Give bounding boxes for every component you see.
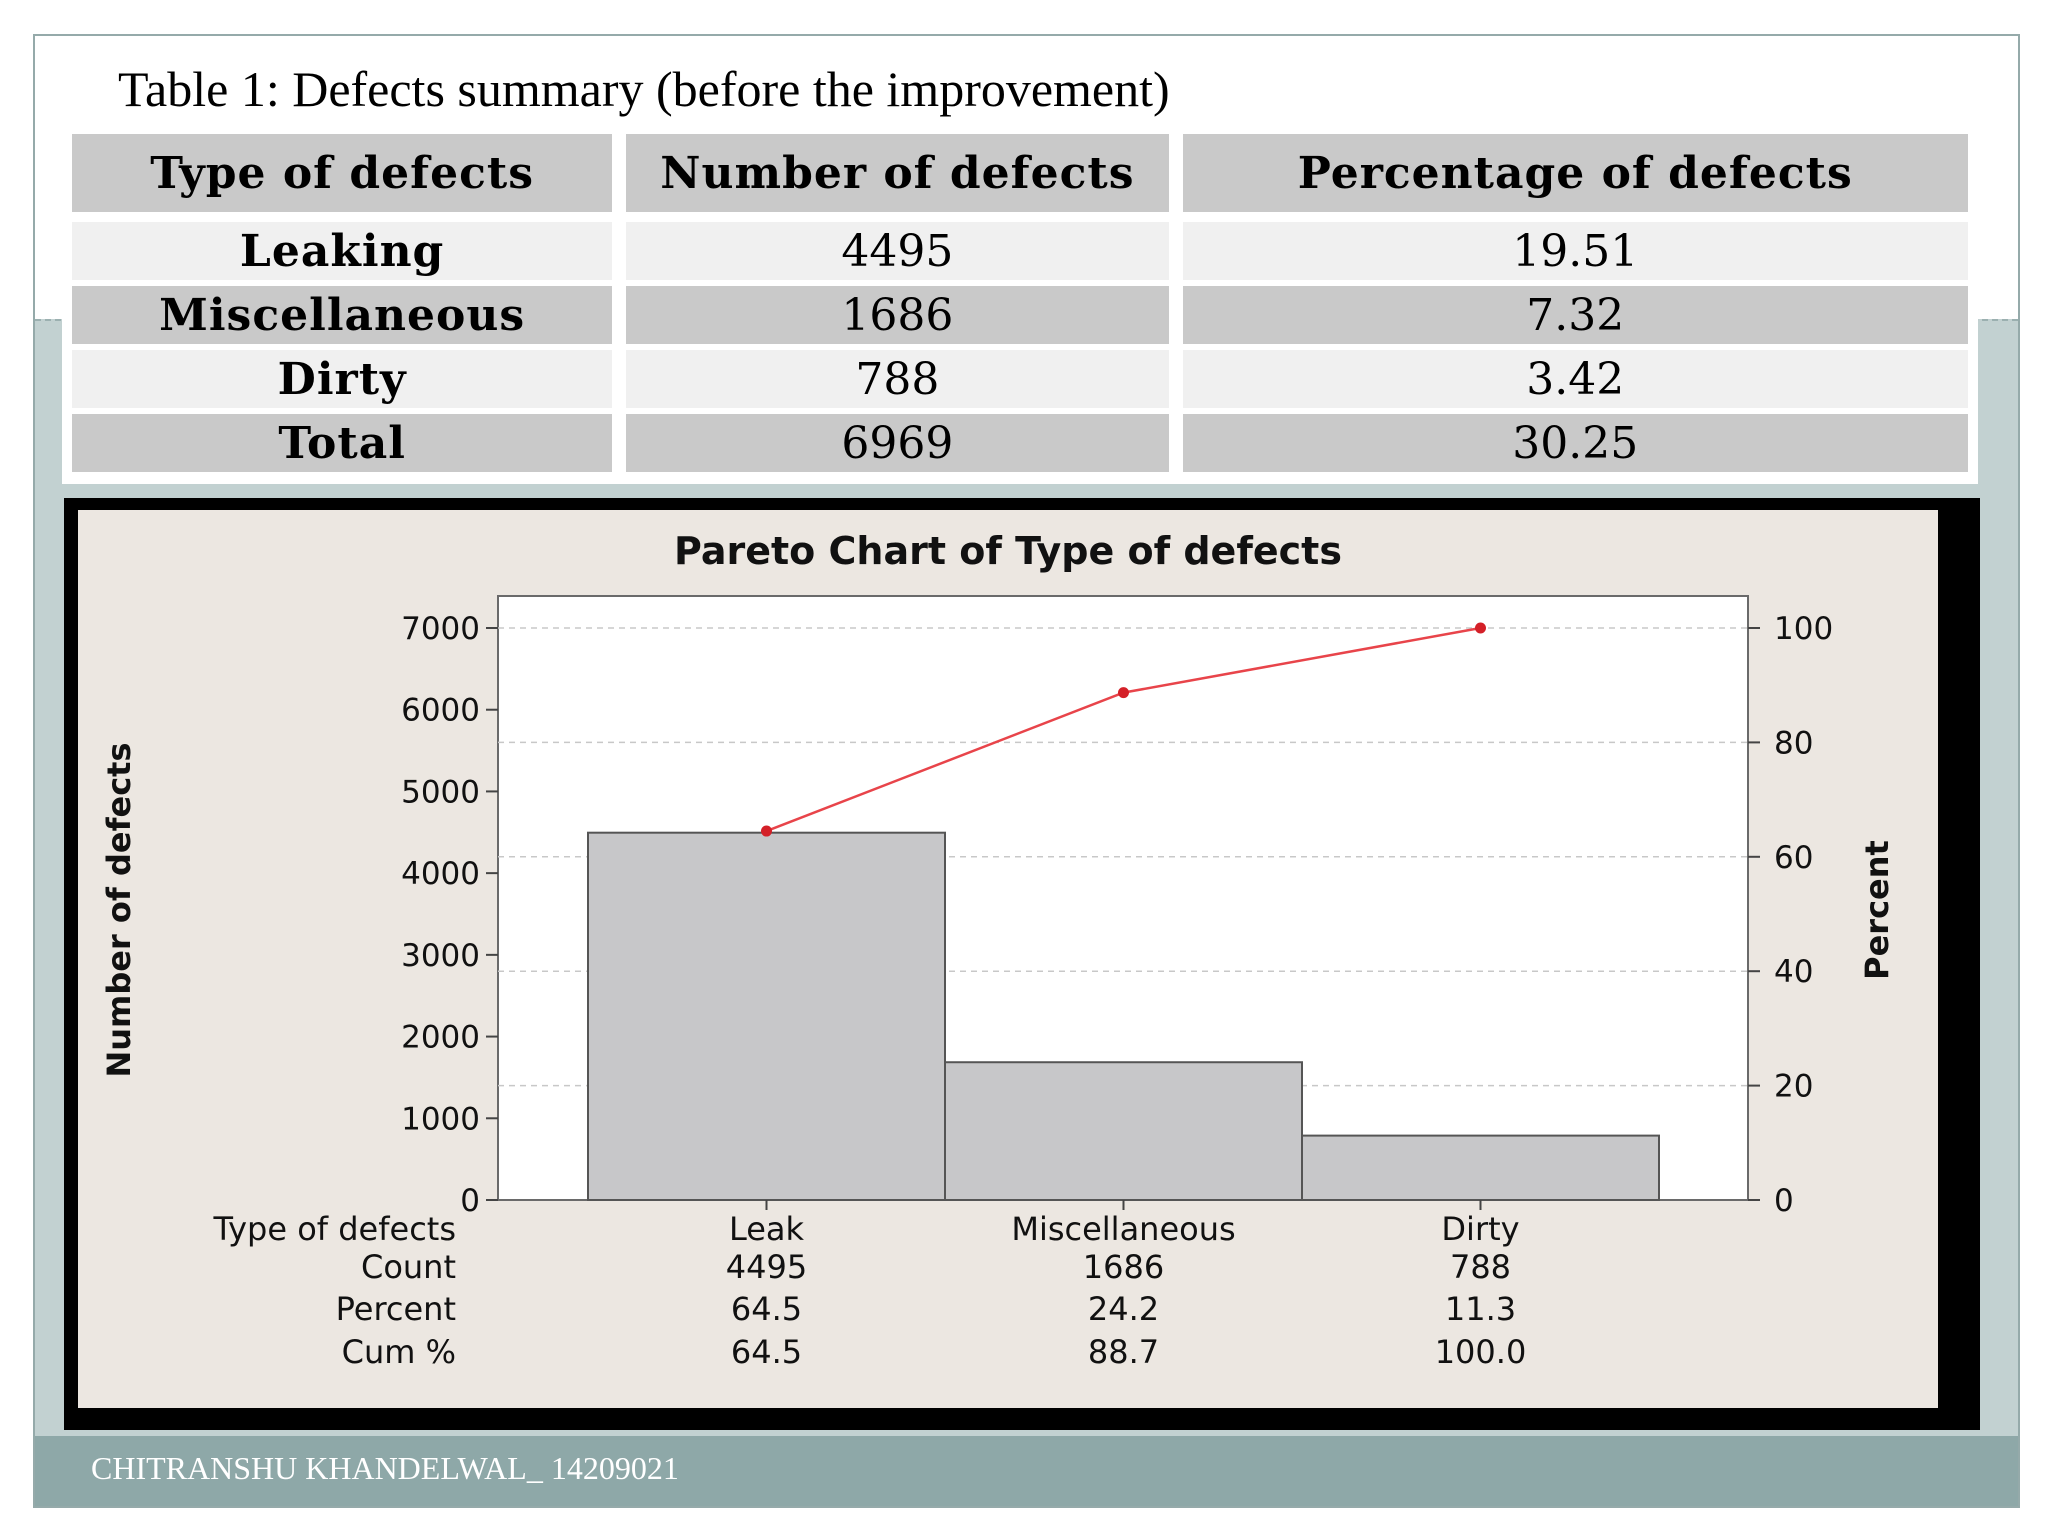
chart-area: Pareto Chart of Type of defects 0 1000 2000… bbox=[78, 510, 1938, 1408]
cumulative-point bbox=[1118, 687, 1129, 699]
pareto-chart: Pareto Chart of Type of defects010002000… bbox=[100, 529, 1896, 1371]
cell-type: Total bbox=[72, 414, 613, 472]
summary-value: 100.0 bbox=[1435, 1333, 1527, 1371]
table-title: Table 1: Defects summary (before the imp… bbox=[118, 61, 1170, 117]
summary-value: 64.5 bbox=[731, 1333, 802, 1371]
cell-number: 4495 bbox=[626, 222, 1169, 280]
summary-row-label: Count bbox=[361, 1248, 456, 1286]
cell-percentage: 19.51 bbox=[1182, 222, 1969, 280]
summary-value: 788 bbox=[1450, 1248, 1511, 1286]
y2-tick-label: 20 bbox=[1774, 1069, 1813, 1105]
summary-row-label: Type of defects bbox=[213, 1210, 456, 1248]
chart-title: Pareto Chart of Type of defects bbox=[674, 529, 1342, 573]
category-label: Miscellaneous bbox=[1011, 1210, 1235, 1248]
y2-axis-label: Percent bbox=[1858, 840, 1896, 980]
defects-table: Type of defects Number of defects Percen… bbox=[62, 128, 1978, 484]
cell-percentage: 30.25 bbox=[1182, 414, 1969, 472]
y-tick-label: 3000 bbox=[401, 938, 480, 974]
summary-value: 64.5 bbox=[731, 1290, 802, 1328]
cell-type: Miscellaneous bbox=[72, 286, 613, 344]
summary-value: 88.7 bbox=[1088, 1333, 1159, 1371]
summary-value: 1686 bbox=[1083, 1248, 1164, 1286]
cell-number: 788 bbox=[626, 350, 1169, 408]
cell-type: Leaking bbox=[72, 222, 613, 280]
bar-leak bbox=[587, 831, 946, 1201]
summary-row-label: Cum % bbox=[342, 1333, 456, 1371]
y-tick-label: 6000 bbox=[401, 693, 480, 729]
y-tick-label: 1000 bbox=[401, 1101, 480, 1137]
category-label: Dirty bbox=[1441, 1210, 1519, 1248]
cell-percentage: 7.32 bbox=[1182, 286, 1969, 344]
category-label: Leak bbox=[729, 1210, 805, 1248]
cell-percentage: 3.42 bbox=[1182, 350, 1969, 408]
bar-dirty bbox=[1301, 1134, 1660, 1201]
table-row: Leaking 4495 19.51 bbox=[72, 222, 1969, 280]
cell-number: 6969 bbox=[626, 414, 1169, 472]
table-row: Dirty 788 3.42 bbox=[72, 350, 1969, 408]
footer-text: CHITRANSHU KHANDELWAL_ 14209021 bbox=[91, 1450, 679, 1486]
y-tick-label: 5000 bbox=[401, 774, 480, 810]
summary-row-label: Percent bbox=[336, 1290, 456, 1328]
y2-tick-label: 80 bbox=[1774, 725, 1813, 761]
summary-value: 11.3 bbox=[1445, 1290, 1516, 1328]
summary-value: 4495 bbox=[726, 1248, 807, 1286]
y-tick-label: 2000 bbox=[401, 1020, 480, 1056]
y-tick-label: 4000 bbox=[401, 856, 480, 892]
cumulative-point bbox=[1475, 622, 1486, 634]
header-percentage: Percentage of defects bbox=[1182, 134, 1969, 212]
table-header-row: Type of defects Number of defects Percen… bbox=[72, 134, 1969, 212]
y2-tick-label: 100 bbox=[1774, 611, 1833, 647]
footer: CHITRANSHU KHANDELWAL_ 14209021 bbox=[35, 1436, 2018, 1506]
summary-value: 24.2 bbox=[1088, 1290, 1159, 1328]
y2-tick-label: 0 bbox=[1774, 1183, 1794, 1219]
header-number: Number of defects bbox=[626, 134, 1169, 212]
y-tick-label: 7000 bbox=[401, 611, 480, 647]
chart-frame: Pareto Chart of Type of defects 0 1000 2000… bbox=[64, 498, 1980, 1430]
y2-tick-label: 40 bbox=[1774, 954, 1813, 990]
y-tick-label: 0 bbox=[460, 1183, 480, 1219]
table-total-row: Total 6969 30.25 bbox=[72, 414, 1969, 472]
y-axis-label: Number of defects bbox=[100, 742, 138, 1077]
cell-type: Dirty bbox=[72, 350, 613, 408]
table-row: Miscellaneous 1686 7.32 bbox=[72, 286, 1969, 344]
header-type: Type of defects bbox=[72, 134, 613, 212]
cell-number: 1686 bbox=[626, 286, 1169, 344]
cumulative-point bbox=[761, 825, 772, 837]
y2-tick-label: 60 bbox=[1774, 840, 1813, 876]
bar-miscellaneous bbox=[944, 1061, 1303, 1202]
